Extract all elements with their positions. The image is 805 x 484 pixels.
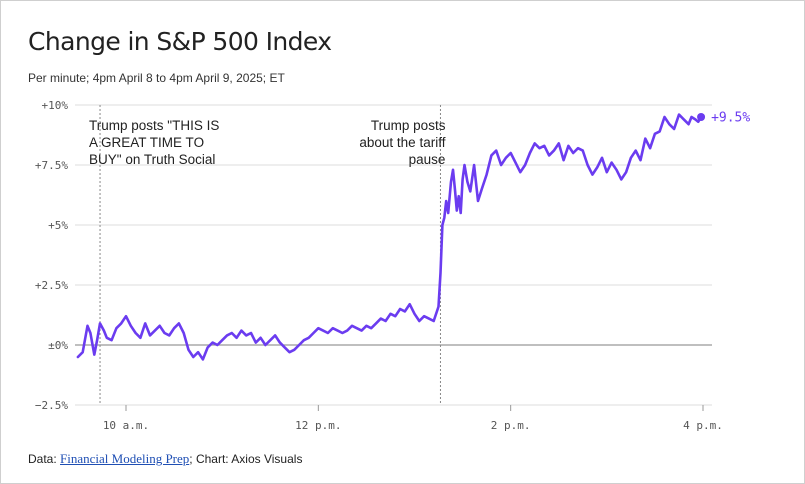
x-tick-label: 2 p.m. (491, 419, 531, 432)
y-tick-label: +5% (48, 219, 68, 232)
x-tick-label: 12 p.m. (295, 419, 341, 432)
annotation-text: pause (409, 152, 446, 167)
footer-data-prefix: Data: (28, 452, 61, 466)
series-line (76, 113, 703, 361)
x-tick-label: 10 a.m. (103, 419, 149, 432)
annotation-text: Trump posts "THIS IS (89, 118, 219, 133)
y-tick-label: +2.5% (35, 279, 68, 292)
y-tick-label: +7.5% (35, 159, 68, 172)
y-tick-label: −2.5% (35, 399, 68, 412)
end-value-label: +9.5% (711, 111, 750, 126)
source-link[interactable]: Financial Modeling Prep (60, 451, 190, 466)
end-point (697, 113, 706, 121)
chart-subtitle: Per minute; 4pm April 8 to 4pm April 9, … (28, 71, 285, 85)
y-tick-label: ±0% (48, 339, 68, 352)
chart-footer: Data: Financial Modeling Prep; Chart: Ax… (28, 451, 302, 467)
annotation-text: Trump posts (371, 118, 446, 133)
annotation-text: BUY" on Truth Social (89, 152, 215, 167)
footer-chart-credit: ; Chart: Axios Visuals (189, 452, 303, 466)
y-tick-label: +10% (42, 99, 69, 112)
chart-title: Change in S&P 500 Index (28, 27, 332, 56)
annotation-text: A GREAT TIME TO (89, 135, 204, 150)
x-tick-label: 4 p.m. (683, 419, 723, 432)
annotation-text: about the tariff (359, 135, 445, 150)
